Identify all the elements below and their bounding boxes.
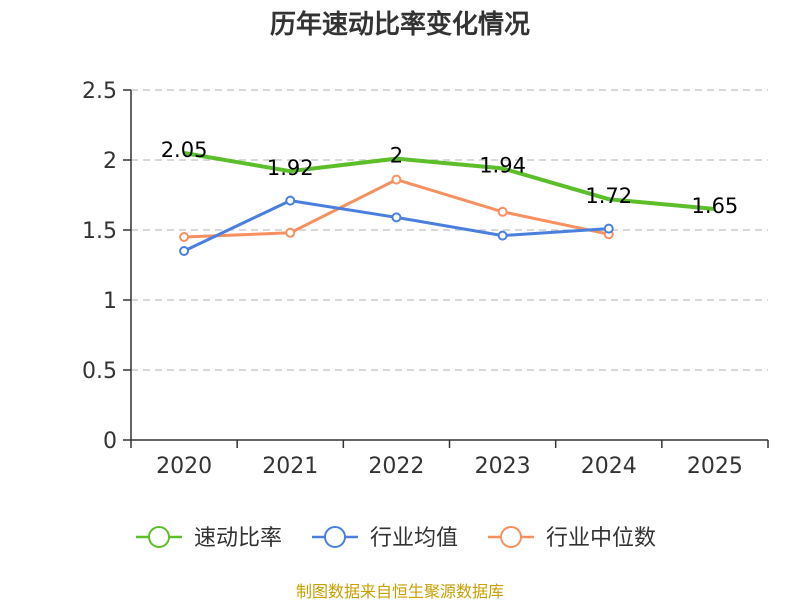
data-label: 2.05 xyxy=(161,138,208,162)
data-label: 1.94 xyxy=(479,153,526,177)
y-tick-label: 2.5 xyxy=(82,79,117,104)
y-tick-label: 0 xyxy=(103,429,117,454)
legend-marker xyxy=(500,526,522,548)
y-tick-label: 0.5 xyxy=(82,359,117,384)
data-point xyxy=(603,223,614,234)
data-label: 1.72 xyxy=(585,184,632,208)
x-tick-label: 2025 xyxy=(687,454,743,479)
x-tick-label: 2022 xyxy=(368,454,424,479)
source-note: 制图数据来自恒生聚源数据库 xyxy=(295,582,504,601)
legend-marker xyxy=(324,526,346,548)
x-tick-label: 2023 xyxy=(475,454,531,479)
data-point xyxy=(497,206,508,217)
legend-label: 行业均值 xyxy=(370,526,458,551)
legend-item: 行业均值 xyxy=(312,526,458,551)
series-line-1 xyxy=(183,199,609,253)
legend-item: 行业中位数 xyxy=(488,526,656,551)
data-point xyxy=(391,212,402,223)
y-tick-label: 1.5 xyxy=(82,219,117,244)
x-tick-label: 2020 xyxy=(156,454,212,479)
data-point xyxy=(179,232,190,242)
data-point xyxy=(391,174,402,185)
data-label: 1.92 xyxy=(267,156,314,180)
data-point xyxy=(285,227,296,238)
data-point xyxy=(497,230,508,241)
legend-item: 速动比率 xyxy=(136,526,282,551)
x-tick-label: 2024 xyxy=(581,454,637,479)
legend-label: 行业中位数 xyxy=(546,526,656,551)
y-tick-label: 1 xyxy=(103,289,117,314)
y-tick-label: 2 xyxy=(103,149,117,174)
data-point xyxy=(179,246,190,256)
chart-title: 历年速动比率变化情况 xyxy=(269,10,530,40)
series-line-2 xyxy=(184,178,610,239)
legend-label: 速动比率 xyxy=(194,526,282,551)
series-line-0 xyxy=(183,151,716,211)
data-label: 2 xyxy=(390,144,403,168)
x-tick-label: 2021 xyxy=(262,454,318,479)
data-point xyxy=(285,195,296,206)
legend-marker xyxy=(148,526,170,548)
data-label: 1.65 xyxy=(692,194,739,218)
